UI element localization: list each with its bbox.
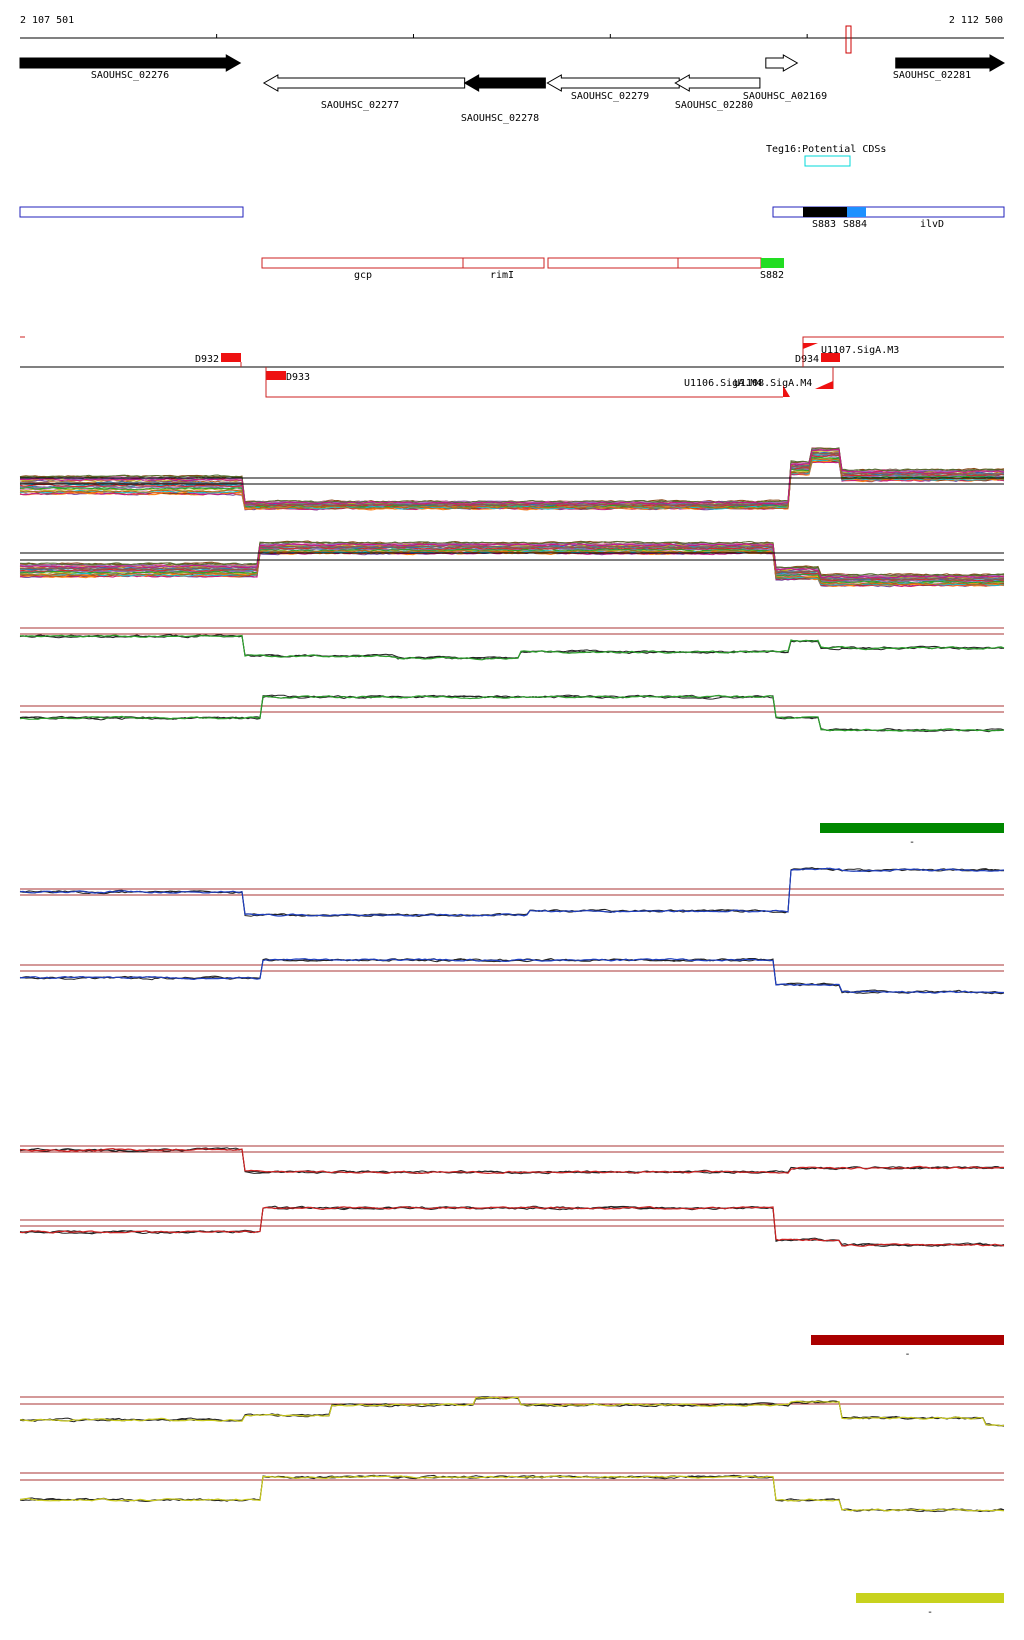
gene-SAOUHSC_02280[interactable] [674, 74, 761, 92]
panel-multisample [19, 447, 1005, 588]
gene-track: SAOUHSC_02276 SAOUHSC_02277 SAOUHSC_02278 S… [19, 54, 1006, 124]
gene-label: SAOUHSC_02278 [461, 113, 539, 124]
scale-bar-label: - [909, 837, 915, 848]
segment-S884[interactable] [847, 207, 866, 217]
signal-line [19, 542, 1005, 578]
label-D932: D932 [195, 354, 219, 365]
gene-label: SAOUHSC_02279 [571, 91, 649, 102]
label-gcp: gcp [354, 270, 372, 281]
transcript-4[interactable] [677, 257, 762, 269]
operon-ilvD[interactable] [772, 206, 1005, 218]
signal-line [19, 694, 1005, 732]
label-U1107: U1107.SigA.M3 [821, 345, 899, 356]
signal-line [19, 1147, 1005, 1175]
panel-5: - [19, 1396, 1005, 1618]
scale-bar-label: - [904, 1349, 910, 1360]
label-S884: S884 [843, 219, 867, 230]
position-marker[interactable] [845, 25, 852, 54]
panel-2: - [19, 627, 1005, 848]
gene-SAOUHSC_02281[interactable] [895, 54, 1006, 72]
gene-label: SAOUHSC_02280 [675, 100, 753, 111]
end-coordinate: 2 112 500 [949, 15, 1003, 26]
gene-label: SAOUHSC_A02169 [743, 91, 827, 102]
label-ilvD: ilvD [920, 219, 944, 230]
signal-line [19, 458, 1005, 510]
scale-bar [856, 1593, 1004, 1603]
teg16-box[interactable] [804, 155, 851, 167]
signal-line [19, 549, 1005, 585]
transcript-3[interactable] [547, 257, 679, 269]
signal-line [19, 634, 1005, 660]
signal-line [19, 958, 1004, 994]
gene-label: SAOUHSC_02277 [321, 100, 399, 111]
feature-D932[interactable] [221, 353, 241, 362]
panel-3 [19, 867, 1005, 995]
feature-track: D932 D933 D934 U1107.SigA.M3 U1106.SigA.… [20, 336, 1004, 398]
signal-line [19, 448, 1005, 505]
signal-line [19, 1396, 1005, 1427]
transcript-rimI[interactable] [462, 257, 545, 269]
expression-tracks: - - - [19, 447, 1005, 1618]
feature-span-lower[interactable] [265, 375, 783, 398]
gene-SAOUHSC_02276[interactable] [19, 54, 242, 72]
segment-S883[interactable] [803, 207, 847, 217]
signal-line [19, 1475, 1005, 1512]
signal-line [19, 633, 1005, 660]
label-D934: D934 [795, 354, 819, 365]
signal-line [19, 546, 1004, 583]
signal-line [20, 545, 1005, 581]
signal-line [19, 1474, 1005, 1513]
signal-line [19, 694, 1005, 733]
signal-line [19, 867, 1005, 917]
panel-4: - [19, 1145, 1005, 1360]
signal-line [19, 540, 1005, 577]
feature-D934[interactable] [821, 353, 840, 362]
transcript-track: gcp rimI S882 [261, 257, 784, 281]
signal-line [19, 958, 1005, 994]
operon-track: S883 S884 ilvD [19, 206, 1005, 230]
signal-line [19, 1396, 1005, 1427]
gene-label: SAOUHSC_02276 [91, 70, 169, 81]
label-U1106: U1106.SigA.M4 [684, 378, 762, 389]
transcript-S882[interactable] [761, 258, 784, 268]
feature-D933[interactable] [266, 371, 286, 380]
signal-line [19, 694, 1005, 733]
label-S883: S883 [812, 219, 836, 230]
signal-line [19, 957, 1005, 995]
label-S882: S882 [760, 270, 784, 281]
signal-line [20, 549, 1005, 586]
signal-line [19, 867, 1005, 917]
teg16-track: Teg16:Potential CDSs [766, 144, 886, 167]
signal-line [19, 543, 1005, 579]
label-D933: D933 [286, 372, 310, 383]
scale-bar [820, 823, 1004, 833]
teg16-label: Teg16:Potential CDSs [766, 144, 886, 155]
gene-SAOUHSC_02278[interactable] [463, 74, 546, 92]
gene-SAOUHSC_02277[interactable] [262, 74, 466, 92]
start-coordinate: 2 107 501 [20, 15, 74, 26]
label-U1108: U1108.SigA.M4 [734, 378, 812, 389]
feature-span-upper[interactable] [802, 336, 1004, 367]
gene-SAOUHSC_02279[interactable] [546, 74, 680, 92]
transcript-gcp[interactable] [261, 257, 464, 269]
scale-bar [811, 1335, 1004, 1345]
signal-line [19, 634, 1005, 661]
coordinate-ruler: 2 107 501 2 112 500 [20, 15, 1004, 54]
operon-left[interactable] [19, 206, 244, 218]
signal-line [19, 548, 1005, 584]
gene-label: SAOUHSC_02281 [893, 70, 971, 81]
label-rimI: rimI [490, 270, 514, 281]
signal-line [19, 1474, 1005, 1513]
signal-line [19, 1205, 1005, 1247]
scale-bar-label: - [927, 1607, 933, 1618]
gene-SAOUHSC_A02169[interactable] [765, 54, 799, 72]
signal-line [19, 1397, 1005, 1427]
